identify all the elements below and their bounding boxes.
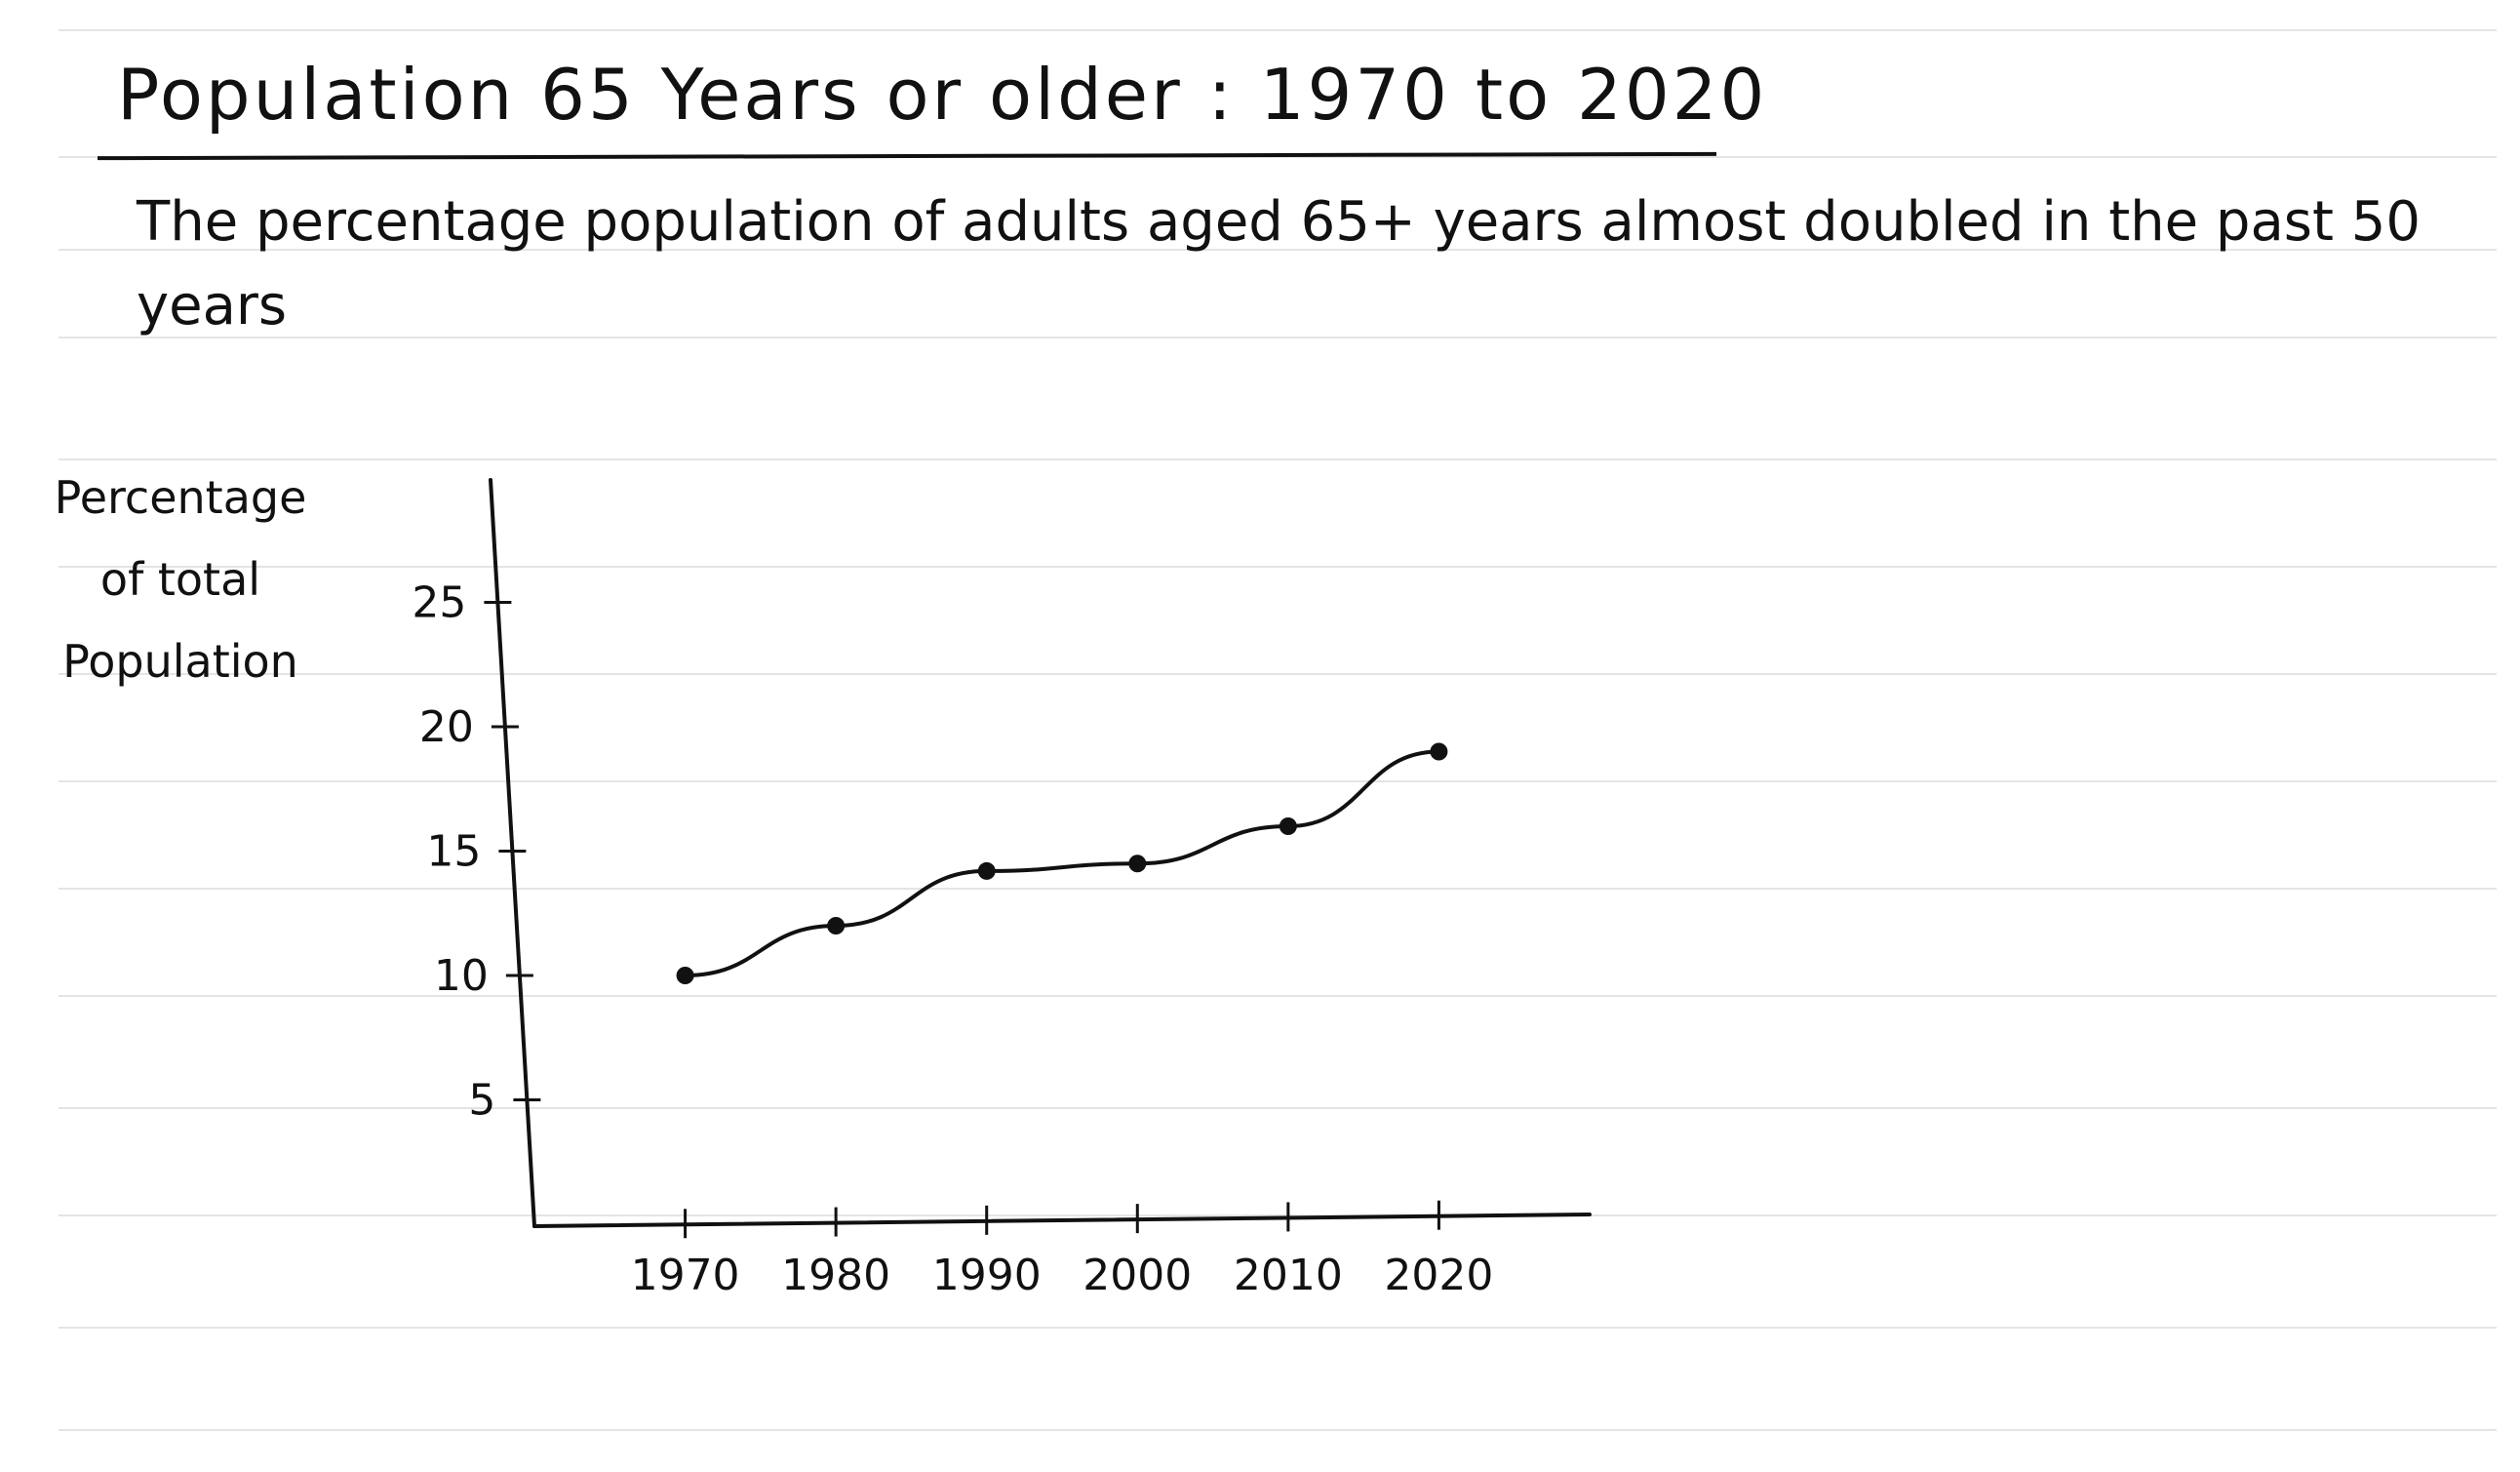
- data-point: [1430, 742, 1448, 761]
- series-group: [676, 742, 1448, 984]
- y-tick-label: 20: [419, 702, 474, 752]
- ruled-line: [59, 888, 2497, 890]
- ruled-line: [59, 1429, 2497, 1431]
- ruled-line: [59, 29, 2497, 31]
- ruled-line: [59, 1327, 2497, 1329]
- y-tick-label: 15: [426, 827, 481, 877]
- ruled-line: [59, 780, 2497, 782]
- y-axis-label: Percentage of total Population: [54, 471, 307, 688]
- ruled-line: [59, 673, 2497, 675]
- x-tick-label: 2010: [1234, 1251, 1343, 1300]
- ruled-line: [59, 458, 2497, 460]
- x-tick-label: 2020: [1384, 1251, 1493, 1300]
- ruled-line: [59, 566, 2497, 568]
- x-tick-label: 2000: [1083, 1251, 1192, 1300]
- y-tick-label: 25: [412, 578, 466, 628]
- ruled-line: [59, 1107, 2497, 1109]
- y-axis-line: [489, 478, 536, 1228]
- x-tick-label: 1990: [932, 1251, 1042, 1300]
- ruled-line: [59, 249, 2497, 251]
- chart-title: Population 65 Years or older : 1970 to 2…: [117, 54, 1768, 136]
- x-tick-label: 1970: [631, 1251, 740, 1300]
- y-axis-ticks: 5 10 15 20 25: [412, 578, 541, 1126]
- y-tick-label: 10: [434, 951, 489, 1001]
- x-axis-line: [532, 1213, 1592, 1228]
- data-point: [1128, 855, 1147, 873]
- chart-subtitle: The percentage population of adults aged…: [137, 190, 2421, 338]
- chart-axes: [489, 478, 1592, 1228]
- ruled-line: [59, 337, 2497, 338]
- x-tick-label: 1980: [781, 1251, 890, 1300]
- data-point: [977, 861, 996, 880]
- ruled-line: [59, 1214, 2497, 1216]
- series-line: [683, 749, 1441, 977]
- y-tick-label: 5: [468, 1076, 495, 1126]
- data-point: [676, 967, 694, 984]
- ruled-line: [59, 995, 2497, 997]
- data-point: [827, 917, 846, 935]
- x-axis-ticks: 1970 1980 1990 2000 2010 2020: [631, 1200, 1493, 1300]
- data-point: [1279, 817, 1297, 835]
